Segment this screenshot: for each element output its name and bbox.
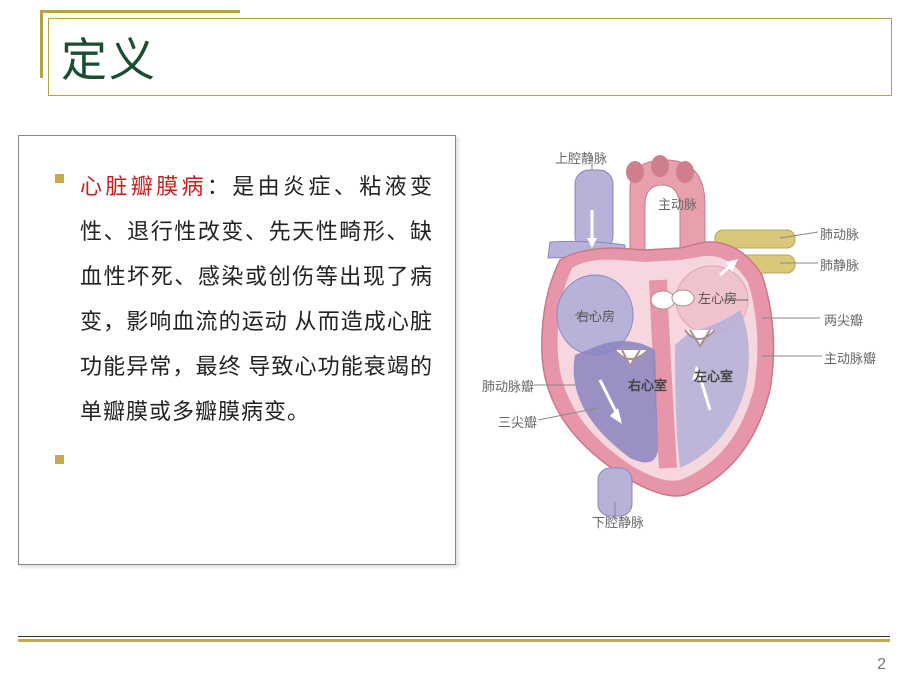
label-rv: 右心室 — [628, 375, 667, 394]
slide-title: 定义 — [61, 24, 157, 90]
bullet-item: 心脏瓣膜病：是由炎症、粘液变性、退行性改变、先天性畸形、缺血性坏死、感染或创伤等… — [55, 164, 433, 435]
definition-sep: ： — [207, 174, 232, 199]
label-pulm-valve: 肺动脉瓣 — [482, 376, 534, 395]
square-bullet-icon — [55, 174, 64, 183]
label-ra: 右心房 — [576, 306, 615, 325]
bottom-divider — [18, 636, 890, 642]
label-ivc: 下腔静脉 — [592, 512, 644, 531]
label-pa: 肺动脉 — [820, 224, 859, 243]
heart-diagram: 上腔静脉 主动脉 肺动脉 肺静脉 右心房 左心房 两尖瓣 主动脉瓣 右心室 左心… — [480, 150, 880, 530]
title-box: 定义 — [48, 18, 892, 96]
label-la: 左心房 — [698, 288, 737, 307]
definition-paragraph: 心脏瓣膜病：是由炎症、粘液变性、退行性改变、先天性畸形、缺血性坏死、感染或创伤等… — [80, 164, 433, 435]
label-svc: 上腔静脉 — [555, 148, 607, 167]
label-tricuspid: 三尖瓣 — [498, 412, 537, 431]
label-pv: 肺静脉 — [820, 255, 859, 274]
square-bullet-icon — [55, 455, 64, 464]
definition-body: 是由炎症、粘液变性、退行性改变、先天性畸形、缺血性坏死、感染或创伤等出现了病变，… — [80, 174, 433, 424]
page-number: 2 — [877, 656, 886, 674]
label-lv: 左心室 — [694, 366, 733, 385]
definition-term: 心脏瓣膜病 — [80, 174, 207, 199]
label-aorta: 主动脉 — [658, 194, 697, 213]
label-aortic: 主动脉瓣 — [824, 348, 876, 367]
label-mitral: 两尖瓣 — [824, 310, 863, 329]
definition-box: 心脏瓣膜病：是由炎症、粘液变性、退行性改变、先天性畸形、缺血性坏死、感染或创伤等… — [18, 135, 456, 565]
bullet-item-empty — [55, 445, 433, 464]
